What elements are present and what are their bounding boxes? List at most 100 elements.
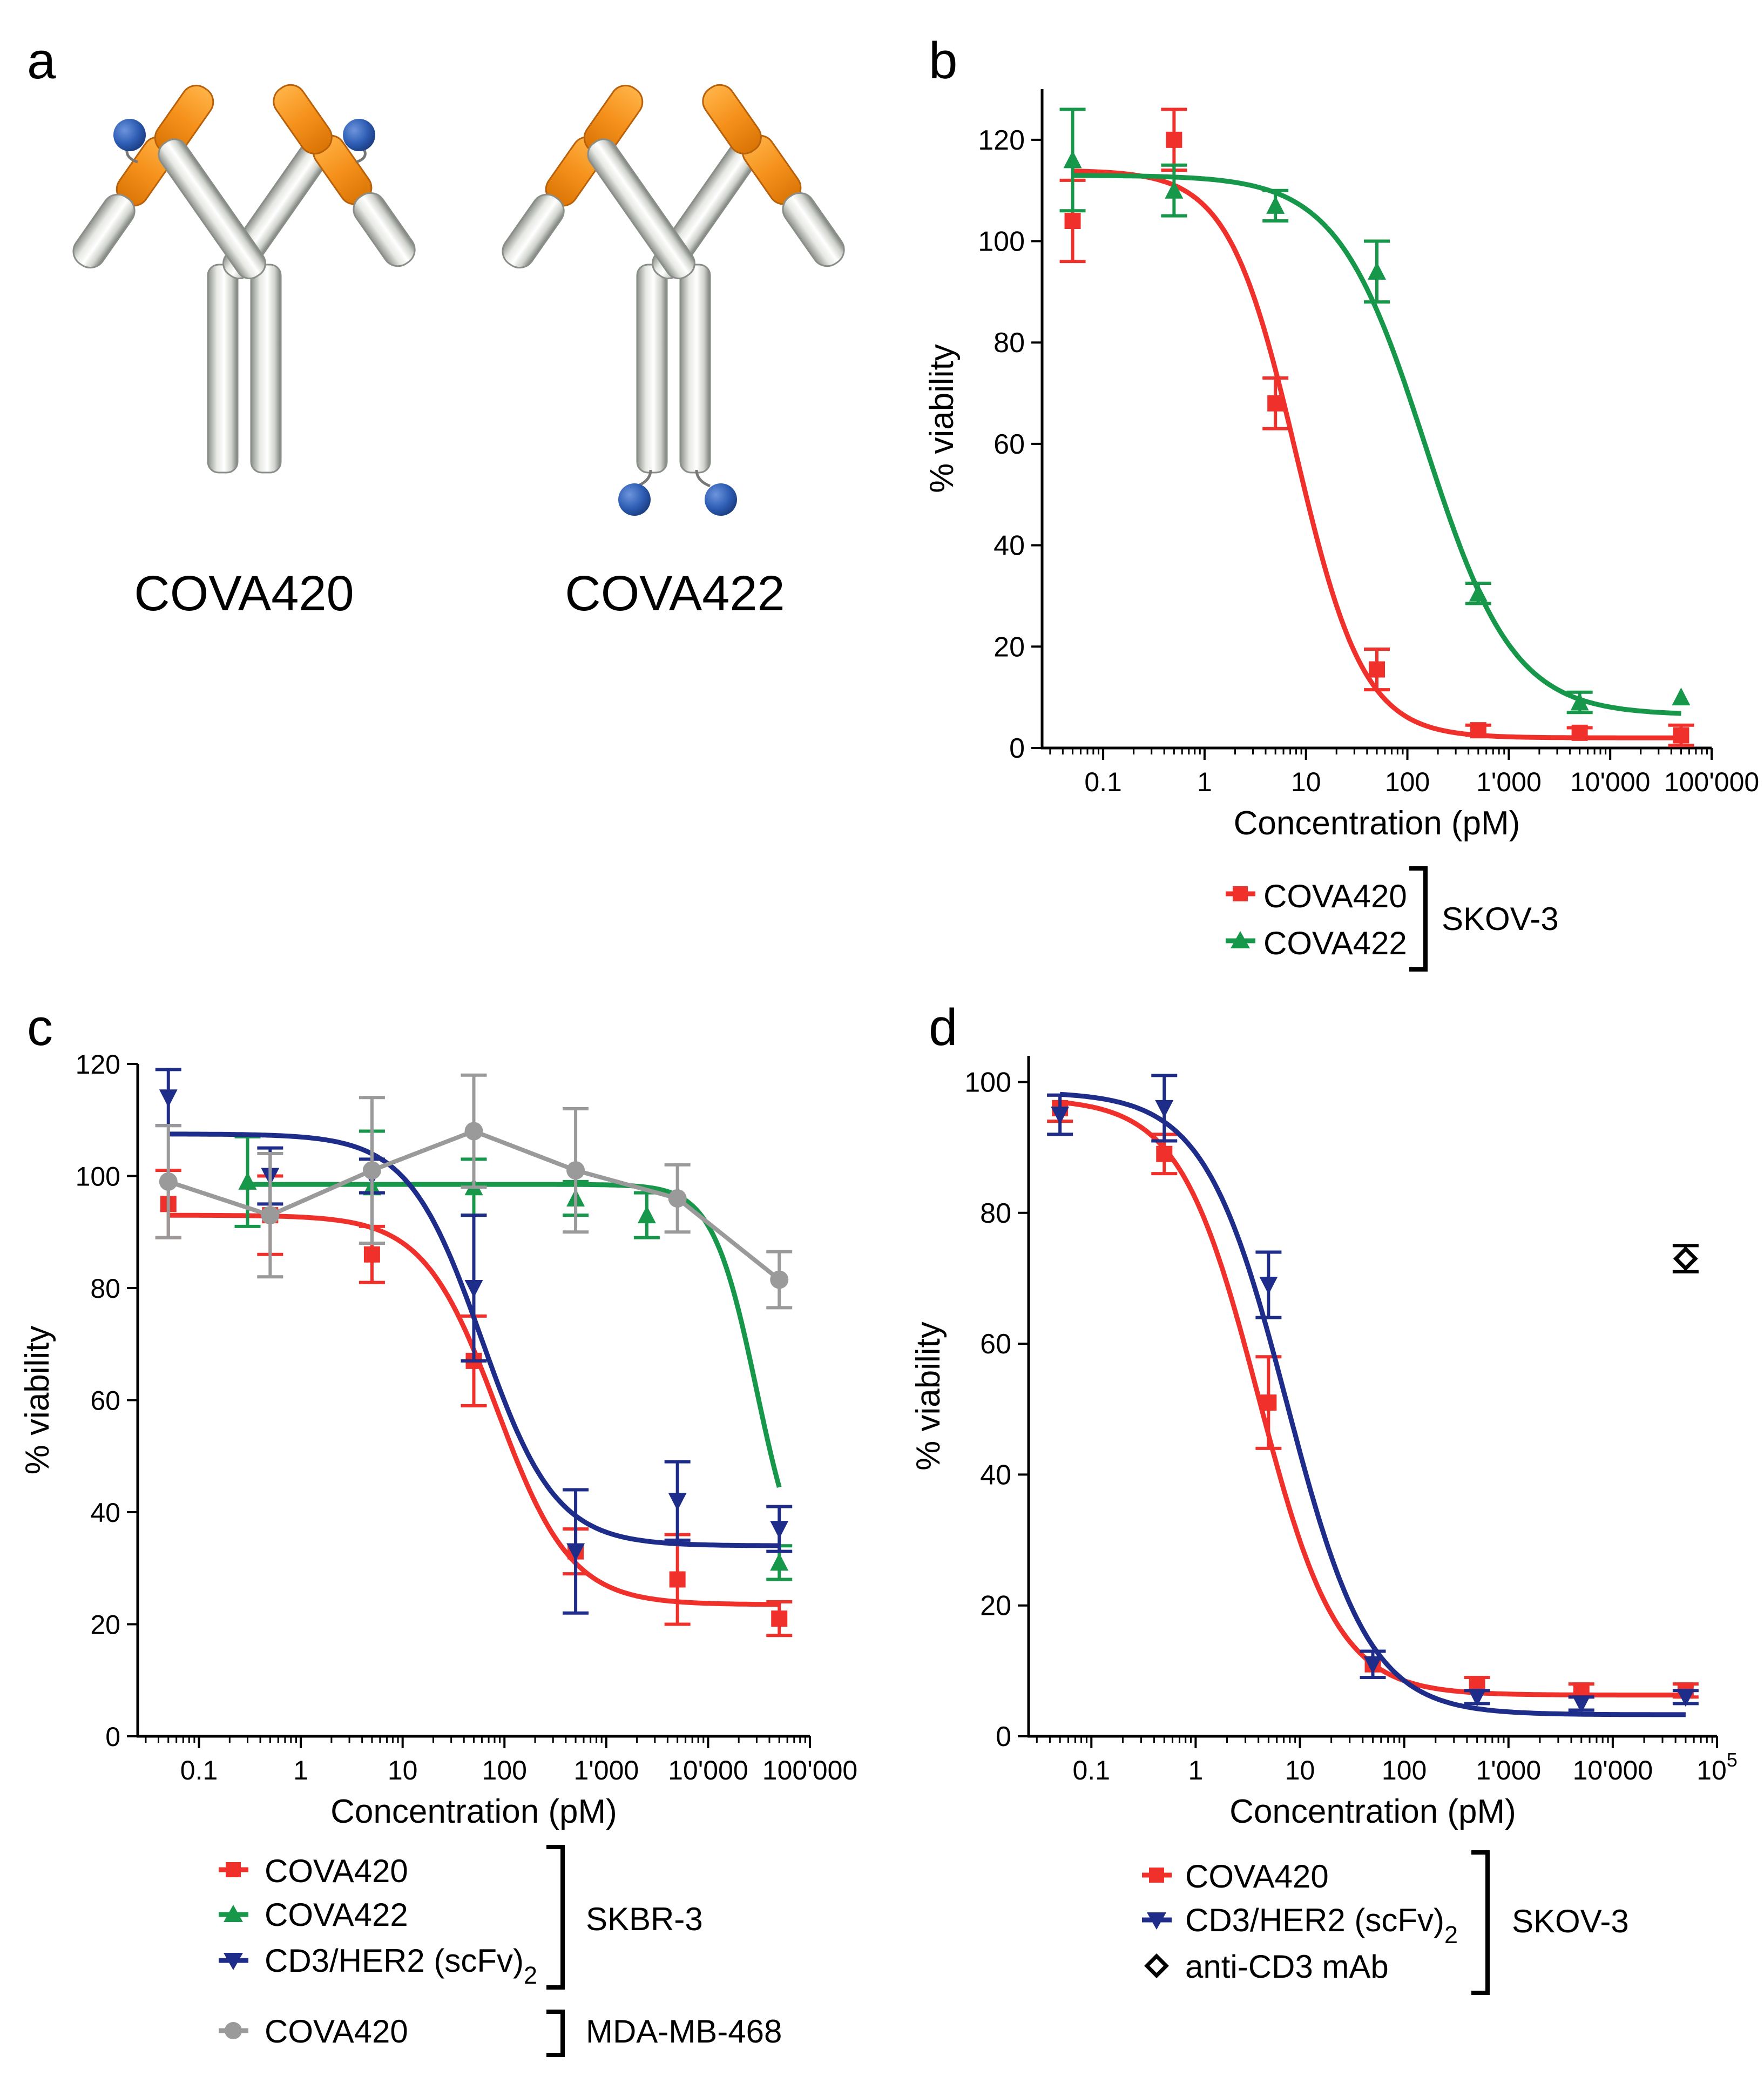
legend-panel-c: COVA420 COVA422 CD3/HER2 (scFv)2 COVA420…: [219, 1845, 782, 2057]
x-tick-label: 10'000: [1573, 1755, 1653, 1785]
y-tick-label: 40: [993, 530, 1025, 562]
y-tick-label: 80: [90, 1273, 120, 1304]
antibody-label-cova420: COVA420: [134, 566, 354, 621]
legend-group-skov3: SKOV-3: [1442, 901, 1559, 937]
data-point: [1051, 1107, 1070, 1125]
x-tick-label: 10'000: [1570, 767, 1651, 797]
legend-label-cova420-mda: COVA420: [265, 2013, 408, 2050]
x-tick-label: 100: [482, 1755, 527, 1785]
data-point: [1672, 687, 1691, 706]
data-point: [566, 1543, 585, 1561]
legend-marker-square: [226, 1862, 241, 1877]
x-tick-label: 10'000: [668, 1755, 748, 1785]
y-tick-label: 120: [76, 1049, 120, 1080]
legend-group-skbr3: SKBR-3: [586, 1901, 703, 1937]
legend-marker-square: [1233, 886, 1248, 901]
data-point: [1570, 692, 1589, 711]
y-tick-label: 20: [993, 631, 1025, 663]
y-axis-label: % viability: [923, 344, 961, 493]
x-tick-label: 100: [1382, 1755, 1427, 1785]
legend-label-cova420: COVA420: [1263, 878, 1407, 914]
series-cova420: [155, 1073, 793, 1310]
legend-panel-d: COVA420 CD3/HER2 (scFv)2 anti-CD3 mAb SK…: [1142, 1850, 1629, 1995]
y-tick-label: 60: [993, 429, 1025, 460]
chart-panel-b: 0 20 40 60 80 100 120 0.1 1 10 100 1'000 10'000 100'0…: [923, 89, 1759, 842]
x-tick-label: 10: [388, 1755, 418, 1785]
y-tick-label: 120: [978, 125, 1025, 156]
legend-panel-b: COVA420 COVA422 SKOV-3: [1226, 866, 1559, 972]
y-axis-label: % viability: [19, 1326, 56, 1475]
legend-marker-triangle-down: [1147, 1912, 1166, 1930]
x-tick-label: 1'000: [1476, 1755, 1541, 1785]
legend-marker-triangle-down: [224, 1953, 243, 1970]
data-point: [1165, 180, 1184, 199]
x-tick-label: 1: [1188, 1755, 1203, 1785]
legend-label-cova420: COVA420: [1185, 1858, 1329, 1895]
legend-bracket: [1471, 1850, 1490, 1995]
data-point: [464, 1122, 483, 1141]
legend-bracket: [546, 2010, 565, 2057]
y-tick-label: 20: [90, 1610, 120, 1640]
data-point: [566, 1161, 585, 1180]
legend-marker-triangle: [1231, 931, 1250, 948]
x-tick-label: 0.1: [1073, 1755, 1111, 1785]
fynomer-ball-icon: [113, 119, 146, 151]
y-tick-label: 100: [978, 226, 1025, 258]
x-axis-label: Concentration (pM): [330, 1793, 617, 1830]
data-point: [1156, 1145, 1173, 1162]
y-tick-label: 20: [980, 1590, 1011, 1622]
data-point: [1673, 727, 1689, 744]
y-axis-label: % viability: [910, 1322, 947, 1471]
legend-group-skov3: SKOV-3: [1512, 1903, 1629, 1939]
x-tick-label: 105: [1697, 1749, 1738, 1785]
antibody-cova422-icon: [502, 84, 845, 516]
fit-curve: [247, 1182, 782, 1488]
fynomer-ball-icon: [705, 483, 737, 516]
legend-label-cova422: COVA422: [1263, 925, 1407, 961]
data-point: [1470, 722, 1486, 739]
x-tick-label: 10: [1291, 767, 1321, 797]
y-tick-label: 100: [964, 1067, 1011, 1098]
data-point: [1673, 1246, 1698, 1271]
x-tick-label: 0.1: [1084, 767, 1122, 797]
series-cd3-her2-scfv-2: [1047, 1074, 1699, 1717]
x-tick-label: 0.1: [180, 1755, 218, 1785]
series-cova422: [1059, 107, 1691, 716]
y-tick-label: 60: [90, 1386, 120, 1416]
x-tick-label: 100'000: [762, 1755, 857, 1785]
y-tick-label: 80: [993, 327, 1025, 359]
y-tick-label: 0: [105, 1722, 120, 1752]
data-point: [1572, 1695, 1591, 1714]
data-point: [637, 1205, 656, 1224]
fit-curve: [1059, 1091, 1686, 1717]
data-point: [1064, 213, 1081, 229]
x-tick-label: 1'000: [1476, 767, 1542, 797]
antibody-label-cova422: COVA422: [565, 566, 785, 621]
series-anti-cd3-mab: [1672, 1244, 1699, 1273]
data-point: [1260, 1394, 1277, 1411]
y-tick-label: 40: [980, 1459, 1011, 1491]
x-axis-label: Concentration (pM): [1234, 805, 1520, 842]
legend-marker-diamond: [1144, 1953, 1169, 1978]
data-point: [1259, 1277, 1278, 1295]
data-point: [1369, 661, 1385, 678]
data-point: [1267, 395, 1284, 412]
y-tick-label: 0: [1009, 733, 1025, 764]
data-point: [362, 1161, 381, 1180]
data-point: [1266, 196, 1285, 214]
data-point: [1155, 1100, 1174, 1118]
fit-curve: [1059, 1100, 1686, 1698]
x-tick-label: 10: [1285, 1755, 1315, 1785]
data-point: [464, 1280, 483, 1298]
series-cova420: [1047, 1093, 1699, 1699]
legend-bracket: [1409, 866, 1428, 972]
antibody-illustration-panel: COVA420 COVA422: [72, 84, 845, 621]
legend-marker-triangle: [224, 1905, 243, 1922]
data-point: [770, 1553, 789, 1571]
chart-panel-d: 0 20 40 60 80 100 0.1 1 10 100 1'000 10'000 105 Conce…: [910, 1056, 1738, 1830]
data-point: [668, 1493, 687, 1511]
legend-label-cova420: COVA420: [265, 1853, 408, 1889]
data-point: [159, 1089, 178, 1108]
panel-label-c: c: [27, 999, 53, 1056]
